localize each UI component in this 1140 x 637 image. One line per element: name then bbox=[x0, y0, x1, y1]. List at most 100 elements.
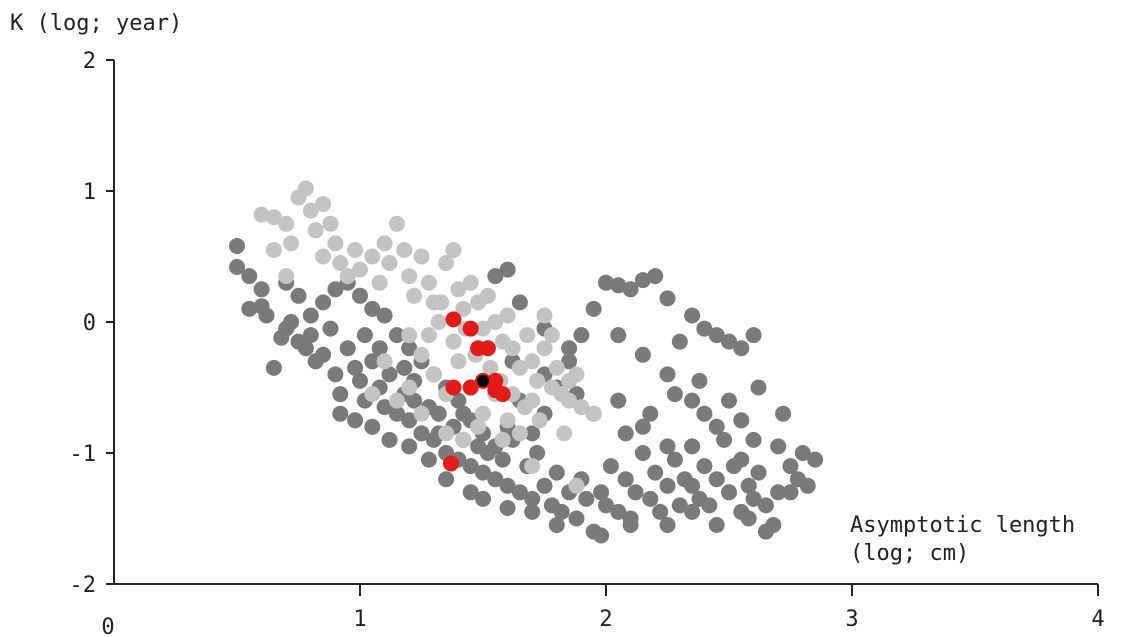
x-tick-label: 4 bbox=[1091, 607, 1104, 632]
data-point bbox=[494, 431, 511, 448]
data-point bbox=[511, 294, 528, 311]
data-point bbox=[543, 327, 560, 344]
data-point bbox=[598, 497, 614, 514]
data-point bbox=[352, 261, 368, 278]
data-point bbox=[782, 484, 799, 501]
data-point bbox=[315, 346, 332, 363]
data-point bbox=[433, 294, 450, 311]
data-point bbox=[322, 320, 339, 337]
data-point bbox=[445, 242, 462, 258]
data-point bbox=[634, 346, 651, 363]
data-point bbox=[327, 281, 344, 298]
data-point bbox=[548, 517, 565, 533]
data-point bbox=[684, 307, 701, 324]
data-point bbox=[475, 405, 491, 422]
data-point bbox=[356, 327, 373, 344]
data-point bbox=[462, 274, 479, 291]
data-point bbox=[536, 307, 553, 324]
x-axis-title-line-2: (log; cm) bbox=[850, 541, 969, 566]
data-point bbox=[327, 366, 344, 383]
data-point bbox=[229, 259, 245, 275]
data-point bbox=[364, 248, 381, 265]
data-point bbox=[401, 327, 418, 344]
data-point bbox=[733, 340, 750, 357]
data-point bbox=[487, 314, 504, 330]
data-point bbox=[524, 503, 541, 520]
data-point bbox=[290, 287, 307, 304]
data-point bbox=[479, 340, 496, 357]
data-point bbox=[757, 523, 774, 540]
data-point bbox=[745, 431, 762, 448]
data-point bbox=[659, 366, 676, 383]
data-point bbox=[455, 405, 472, 422]
data-point bbox=[622, 517, 639, 533]
x-tick-label: 1 bbox=[353, 607, 366, 632]
data-point bbox=[401, 340, 418, 357]
data-point bbox=[302, 202, 319, 219]
y-tick-label: -1 bbox=[70, 442, 97, 467]
data-point bbox=[482, 359, 499, 376]
data-point bbox=[659, 290, 676, 307]
data-point bbox=[659, 517, 676, 533]
data-point bbox=[684, 477, 701, 494]
data-point bbox=[561, 340, 578, 357]
data-point bbox=[401, 438, 418, 455]
data-point bbox=[315, 294, 332, 311]
series-3 bbox=[477, 374, 489, 387]
data-point bbox=[462, 320, 479, 337]
data-point bbox=[568, 477, 585, 494]
data-point bbox=[430, 405, 447, 422]
data-point bbox=[376, 353, 393, 370]
data-point bbox=[241, 300, 258, 317]
data-point bbox=[302, 307, 319, 324]
data-point bbox=[499, 477, 516, 494]
data-point bbox=[610, 327, 627, 344]
data-point bbox=[529, 372, 546, 389]
data-point bbox=[666, 451, 683, 468]
data-point bbox=[585, 405, 602, 422]
data-point bbox=[593, 527, 610, 544]
data-point bbox=[445, 333, 462, 350]
data-point bbox=[740, 510, 757, 527]
data-point bbox=[241, 268, 258, 285]
data-point bbox=[253, 281, 270, 298]
data-point bbox=[332, 255, 349, 271]
y-tick-label: 1 bbox=[83, 180, 96, 205]
data-point bbox=[477, 374, 489, 387]
data-point bbox=[617, 471, 634, 488]
data-point bbox=[652, 503, 669, 520]
data-point bbox=[462, 379, 479, 396]
data-point bbox=[602, 458, 619, 475]
data-point bbox=[438, 255, 455, 271]
data-point bbox=[524, 458, 541, 475]
data-point bbox=[627, 484, 644, 501]
data-point bbox=[455, 300, 472, 317]
data-point bbox=[610, 392, 627, 409]
data-point bbox=[413, 346, 430, 363]
data-point bbox=[420, 451, 437, 468]
series-0 bbox=[229, 238, 824, 544]
data-point bbox=[339, 268, 356, 285]
data-point bbox=[499, 500, 516, 516]
data-point bbox=[406, 287, 423, 304]
data-point bbox=[347, 242, 364, 258]
data-point bbox=[642, 490, 659, 507]
data-point bbox=[494, 451, 511, 468]
data-point bbox=[634, 418, 651, 435]
data-point bbox=[733, 451, 750, 468]
data-point bbox=[642, 405, 659, 422]
x-tick-label: 3 bbox=[845, 607, 858, 632]
data-point bbox=[659, 438, 676, 455]
data-point bbox=[487, 268, 504, 285]
data-point bbox=[531, 412, 548, 429]
data-point bbox=[364, 418, 381, 435]
data-point bbox=[475, 490, 491, 507]
data-point bbox=[585, 300, 602, 317]
data-point bbox=[578, 490, 595, 507]
data-point bbox=[376, 307, 393, 324]
data-point bbox=[516, 399, 533, 416]
data-point bbox=[536, 340, 553, 357]
data-point bbox=[278, 215, 295, 232]
data-point bbox=[381, 431, 398, 448]
